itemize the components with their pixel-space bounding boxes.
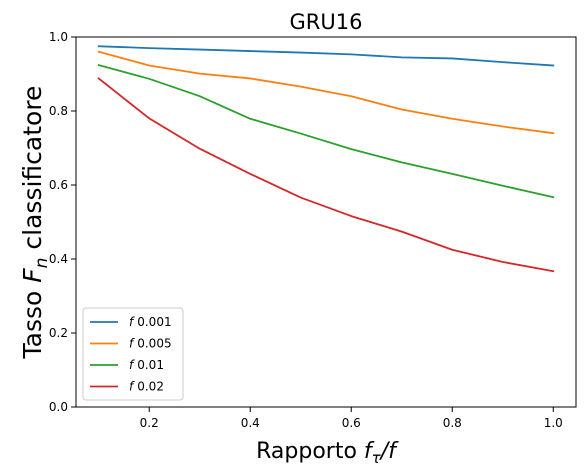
y-axis-ticks: 0.0 0.2 0.4 0.6 0.8 1.0 — [49, 30, 76, 414]
legend-label-1: f 0.005 — [129, 337, 172, 351]
x-axis-title-sub: τ — [372, 449, 382, 467]
plot-frame — [75, 36, 577, 408]
legend-label-3: f 0.02 — [129, 380, 164, 394]
y-tick-label: 0.8 — [49, 104, 68, 118]
y-tick-label: 0.2 — [49, 326, 68, 340]
x-tick-label: 0.2 — [140, 416, 159, 430]
y-axis-title: Tasso Fn classificatore — [18, 86, 52, 360]
y-tick-label: 1.0 — [49, 30, 68, 44]
legend-label-var: f — [129, 337, 135, 351]
series-line-0 — [97, 45, 555, 67]
x-axis-title: Rapporto fτ/f — [256, 439, 399, 467]
series-line-3 — [97, 77, 555, 273]
x-tick-label: 0.8 — [443, 416, 462, 430]
x-axis-title-rest: /f — [379, 439, 399, 464]
chart-title: GRU16 — [290, 10, 363, 34]
legend-label-value: 0.005 — [137, 337, 171, 351]
series-layer — [97, 45, 555, 273]
y-axis-title-sub: n — [32, 258, 52, 269]
legend-label-var: f — [129, 358, 135, 372]
y-axis-title-rest: classificatore — [18, 86, 47, 258]
y-tick-label: 0.0 — [49, 400, 68, 414]
legend-label-0: f 0.001 — [129, 315, 172, 329]
legend-label-value: 0.01 — [137, 358, 164, 372]
x-tick-label: 0.6 — [342, 416, 361, 430]
x-axis-ticks: 0.2 0.4 0.6 0.8 1.0 — [140, 407, 563, 430]
legend-label-var: f — [129, 315, 135, 329]
legend-label-2: f 0.01 — [129, 358, 164, 372]
x-axis-title-var: f — [364, 439, 375, 464]
x-tick-label: 0.4 — [241, 416, 260, 430]
legend-label-value: 0.02 — [137, 380, 164, 394]
y-axis-title-var: F — [18, 268, 47, 283]
series-line-1 — [97, 50, 555, 135]
x-tick-label: 1.0 — [544, 416, 563, 430]
y-axis-title-word: Tasso — [18, 283, 47, 360]
x-axis-title-word: Rapporto — [256, 439, 364, 464]
legend-label-var: f — [129, 380, 135, 394]
y-tick-label: 0.6 — [49, 178, 68, 192]
series-line-2 — [97, 64, 555, 199]
y-tick-label: 0.4 — [49, 252, 68, 266]
legend-box — [82, 307, 184, 401]
legend-label-value: 0.001 — [137, 315, 171, 329]
